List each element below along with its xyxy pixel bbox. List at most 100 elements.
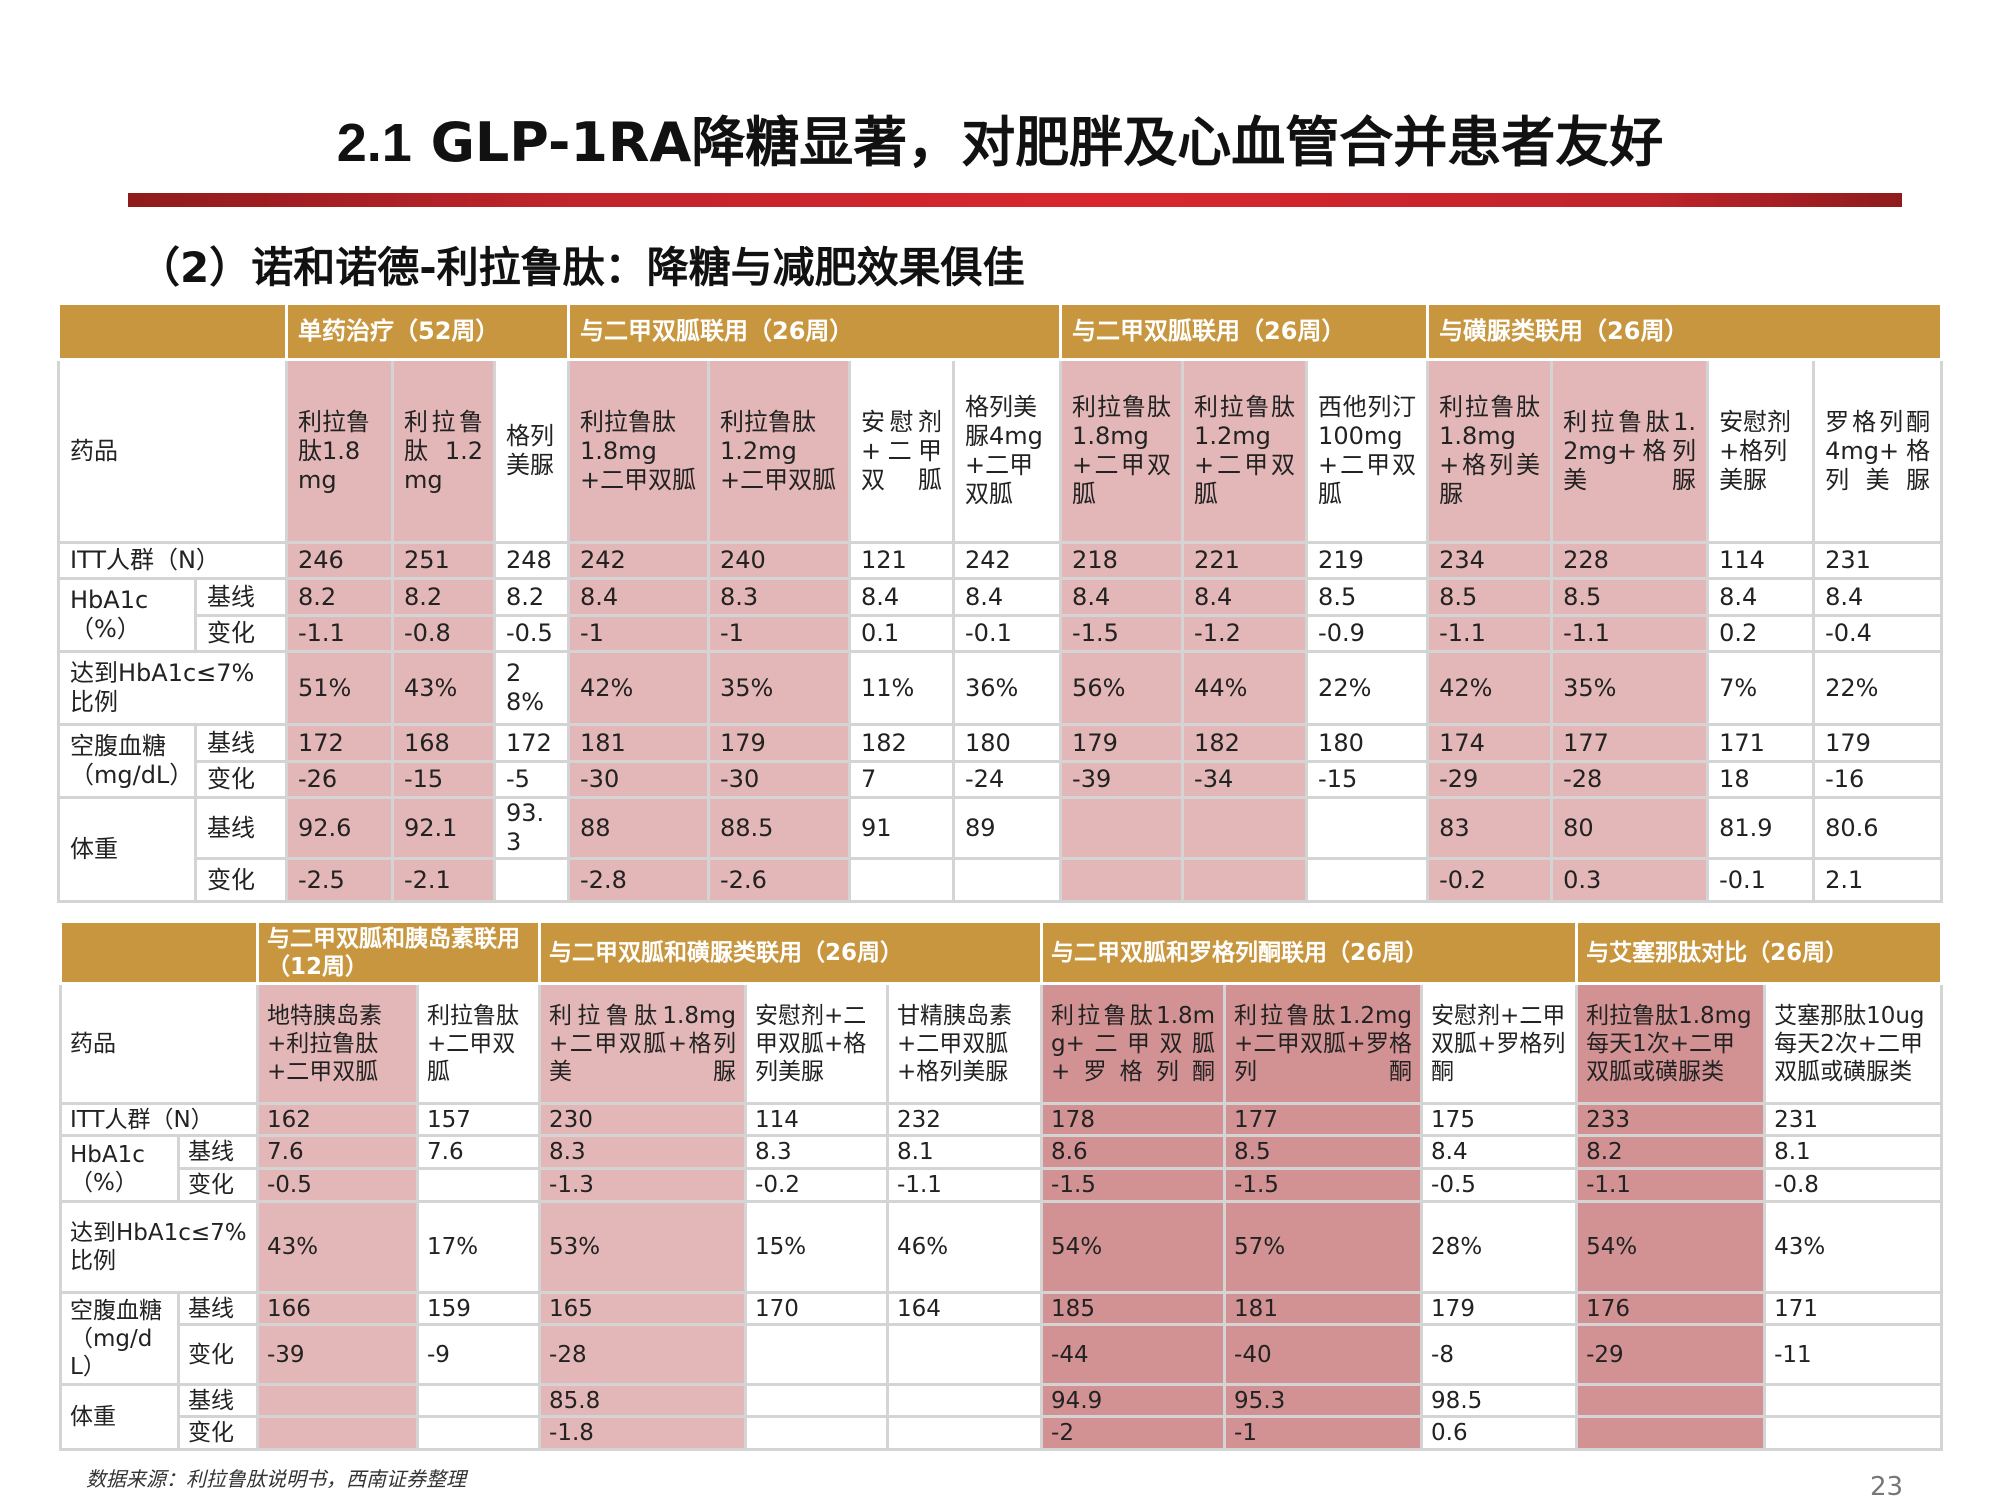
fpg-baseline-cell: 177	[1550, 723, 1710, 763]
target-cell: 43%	[1763, 1200, 1944, 1294]
weight-baseline-cell	[1305, 796, 1430, 860]
hba1c-baseline-cell: 8.4	[1420, 1134, 1579, 1170]
weight-baseline-cell	[1059, 796, 1185, 860]
drug-cell: 安慰剂+二甲双胍	[848, 358, 956, 544]
hba1c-baseline-cell: 8.2	[391, 577, 496, 617]
table2-group-header: 与二甲双胍和罗格列酮联用（26周）	[1040, 920, 1579, 985]
drug-cell: 利拉鲁肽1.2mg+二甲双胍	[707, 358, 852, 544]
itt-cell: 218	[1059, 541, 1185, 580]
weight-change-cell: -2.1	[391, 857, 496, 903]
target-cell: 35%	[1550, 650, 1710, 726]
hba1c-change-cell: -1.1	[285, 614, 394, 653]
drug-cell: 利拉鲁肽1.8mg+二甲双胍+格列美脲	[538, 982, 748, 1105]
title-divider-bar	[128, 193, 1902, 207]
weight-baseline-cell: 98.5	[1420, 1383, 1579, 1418]
hba1c-baseline-cell: 8.6	[1040, 1134, 1227, 1170]
weight-baseline-cell: 94.9	[1040, 1383, 1227, 1418]
fpg-change-cell: -5	[492, 760, 571, 799]
fpg-change-cell	[744, 1323, 890, 1386]
fpg-change-cell: -40	[1223, 1323, 1424, 1386]
fpg-change-cell: -15	[1305, 760, 1430, 799]
itt-cell: 121	[848, 541, 956, 580]
target-cell: 46%	[886, 1200, 1044, 1294]
fpg-baseline-cell: 165	[538, 1291, 748, 1326]
table2-header-corner	[59, 920, 259, 985]
weight-change-cell: -2.8	[567, 857, 711, 903]
hba1c-change-cell: -0.5	[492, 614, 571, 653]
target-cell: 54%	[1575, 1200, 1767, 1294]
hba1c-baseline-cell: 8.1	[886, 1134, 1044, 1170]
itt-cell: 114	[744, 1102, 890, 1137]
fpg-baseline-cell: 174	[1426, 723, 1554, 763]
table2-group-header: 与艾塞那肽对比（26周）	[1575, 920, 1944, 985]
hba1c-change-cell: -0.9	[1305, 614, 1430, 653]
hba1c-baseline-cell: 8.5	[1426, 577, 1554, 617]
page-title: 2.1 GLP-1RA降糖显著，对肥胖及心血管合并患者友好	[0, 98, 2000, 177]
weight-change-cell	[848, 857, 956, 903]
hba1c-change-cell: 0.2	[1706, 614, 1816, 653]
row-label-itt: ITT人群（N）	[57, 541, 288, 580]
fpg-baseline-cell: 176	[1575, 1291, 1767, 1326]
weight-change-cell	[256, 1415, 419, 1451]
weight-baseline-cell: 93.3	[492, 796, 571, 860]
row-label-fpg: 空腹血糖（mg/dL）	[59, 1291, 180, 1386]
fpg-change-cell: -30	[707, 760, 852, 799]
itt-cell: 178	[1040, 1102, 1227, 1137]
drug-cell: 利拉鲁肽1.2mg+格列美脲	[1550, 358, 1710, 544]
sub-label-change: 变化	[177, 1415, 259, 1451]
row-label-drug: 药品	[59, 982, 259, 1105]
row-label-weight: 体重	[59, 1383, 180, 1451]
hba1c-baseline-cell: 8.4	[1812, 577, 1944, 617]
weight-baseline-cell: 88.5	[707, 796, 852, 860]
weight-change-cell	[1305, 857, 1430, 903]
weight-change-cell	[1575, 1415, 1767, 1451]
hba1c-baseline-cell: 8.3	[744, 1134, 890, 1170]
target-cell: 42%	[567, 650, 711, 726]
drug-cell: 利拉鲁肽+二甲双胍	[415, 982, 542, 1105]
weight-baseline-cell: 81.9	[1706, 796, 1816, 860]
hba1c-baseline-cell: 8.5	[1223, 1134, 1424, 1170]
hba1c-baseline-cell: 8.5	[1305, 577, 1430, 617]
table2-group-header: 与二甲双胍和磺脲类联用（26周）	[538, 920, 1044, 985]
target-cell: 54%	[1040, 1200, 1227, 1294]
itt-cell: 242	[952, 541, 1063, 580]
table1-group-header: 与二甲双胍联用（26周）	[567, 302, 1063, 361]
weight-change-cell: 2.1	[1812, 857, 1944, 903]
hba1c-change-cell: -0.5	[256, 1167, 419, 1203]
target-cell: 53%	[538, 1200, 748, 1294]
fpg-change-cell: -11	[1763, 1323, 1944, 1386]
title-number: 2.1	[336, 113, 412, 173]
sub-label-change: 变化	[194, 760, 288, 799]
drug-cell: 利拉鲁肽1.8mg+格列美脲	[1426, 358, 1554, 544]
drug-cell: 罗格列酮4mg+格列美脲	[1812, 358, 1944, 544]
row-label-itt: ITT人群（N）	[59, 1102, 259, 1137]
drug-cell: 利拉鲁肽1.8mg+二甲双胍+罗格列酮	[1040, 982, 1227, 1105]
fpg-baseline-cell: 168	[391, 723, 496, 763]
hba1c-change-cell: -1.1	[1575, 1167, 1767, 1203]
fpg-baseline-cell: 170	[744, 1291, 890, 1326]
weight-baseline-cell: 89	[952, 796, 1063, 860]
fpg-change-cell: -28	[538, 1323, 748, 1386]
itt-cell: 234	[1426, 541, 1554, 580]
title-text: GLP-1RA降糖显著，对肥胖及心血管合并患者友好	[430, 111, 1664, 174]
fpg-change-cell: 7	[848, 760, 956, 799]
weight-baseline-cell	[1763, 1383, 1944, 1418]
fpg-change-cell: 18	[1706, 760, 1816, 799]
fpg-change-cell: -39	[1059, 760, 1185, 799]
weight-baseline-cell: 95.3	[1223, 1383, 1424, 1418]
itt-cell: 162	[256, 1102, 419, 1137]
drug-cell: 利拉鲁肽1.8mg+二甲双胍	[567, 358, 711, 544]
hba1c-change-cell: -0.8	[1763, 1167, 1944, 1203]
fpg-change-cell: -16	[1812, 760, 1944, 799]
weight-change-cell	[886, 1415, 1044, 1451]
target-cell: 35%	[707, 650, 852, 726]
itt-cell: 177	[1223, 1102, 1424, 1137]
target-cell: 57%	[1223, 1200, 1424, 1294]
weight-change-cell: 0.6	[1420, 1415, 1579, 1451]
sub-label-change: 变化	[177, 1167, 259, 1203]
weight-baseline-cell	[1181, 796, 1309, 860]
weight-change-cell	[1763, 1415, 1944, 1451]
weight-baseline-cell	[415, 1383, 542, 1418]
weight-change-cell	[415, 1415, 542, 1451]
target-cell: 51%	[285, 650, 394, 726]
